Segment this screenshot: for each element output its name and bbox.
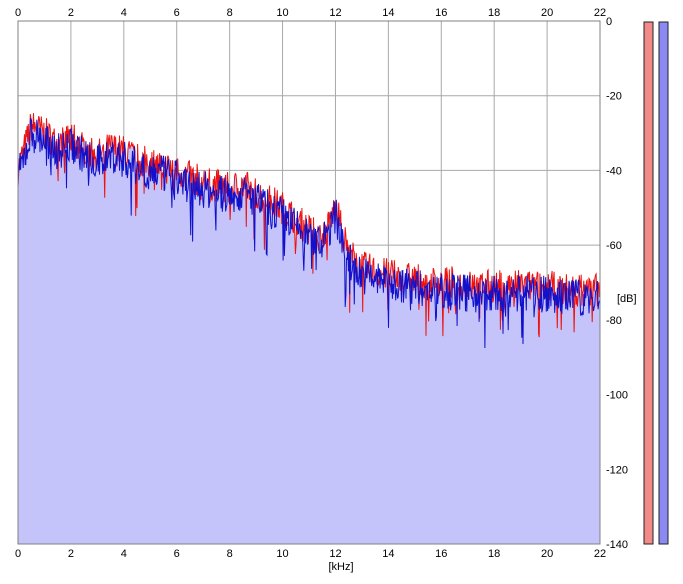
y-tick-label: -140: [606, 539, 628, 551]
x-tick-labels-top: 0 2 4 6 8 10 12 14 16 18 20 22: [15, 7, 606, 19]
x-tick-label-bottom: 12: [329, 548, 341, 560]
x-tick-label-bottom: 8: [227, 548, 233, 560]
spectrum-fill-area: [18, 113, 600, 544]
x-tick-label-top: 4: [121, 7, 127, 19]
series-lines: [17, 113, 601, 349]
y-axis-label: [dB]: [617, 293, 637, 305]
x-tick-label-bottom: 6: [174, 548, 180, 560]
level-meters: [643, 21, 669, 545]
x-tick-label-top: 0: [15, 7, 21, 19]
level-meter-right: [658, 21, 669, 545]
x-tick-label-bottom: 10: [276, 548, 288, 560]
x-tick-label-bottom: 18: [488, 548, 500, 560]
y-tick-label: -80: [606, 315, 622, 327]
x-tick-label-top: 14: [382, 7, 394, 19]
x-tick-label-top: 12: [329, 7, 341, 19]
y-tick-label: -40: [606, 165, 622, 177]
x-tick-label-top: 20: [541, 7, 553, 19]
y-tick-label: -20: [606, 91, 622, 103]
x-tick-label-bottom: 20: [541, 548, 553, 560]
x-axis-label: [kHz]: [328, 561, 353, 573]
x-tick-label-top: 6: [174, 7, 180, 19]
x-tick-label-bottom: 16: [435, 548, 447, 560]
x-tick-label-top: 10: [276, 7, 288, 19]
x-tick-label-bottom: 2: [68, 548, 74, 560]
series-line-blue: [17, 117, 601, 349]
x-tick-label-bottom: 0: [15, 548, 21, 560]
x-tick-label-bottom: 22: [594, 548, 606, 560]
y-tick-label: -100: [606, 390, 628, 402]
level-meter-left: [643, 21, 654, 545]
x-tick-label-top: 8: [227, 7, 233, 19]
x-tick-label-top: 16: [435, 7, 447, 19]
x-tick-label-top: 2: [68, 7, 74, 19]
x-tick-label-bottom: 4: [121, 548, 127, 560]
y-tick-label: -120: [606, 464, 628, 476]
x-tick-label-bottom: 14: [382, 548, 394, 560]
x-tick-label-top: 22: [594, 7, 606, 19]
y-tick-label: 0: [606, 16, 612, 28]
y-tick-label: -60: [606, 240, 622, 252]
x-tick-labels-bottom: 0 2 4 6 8 10 12 14 16 18 20 22: [15, 548, 606, 560]
x-tick-label-top: 18: [488, 7, 500, 19]
series-line-red: [17, 113, 601, 338]
plot-frame: [17, 20, 601, 545]
y-tick-labels: 0 -20 -40 -60 -80 -100 -120 -140: [606, 16, 628, 551]
